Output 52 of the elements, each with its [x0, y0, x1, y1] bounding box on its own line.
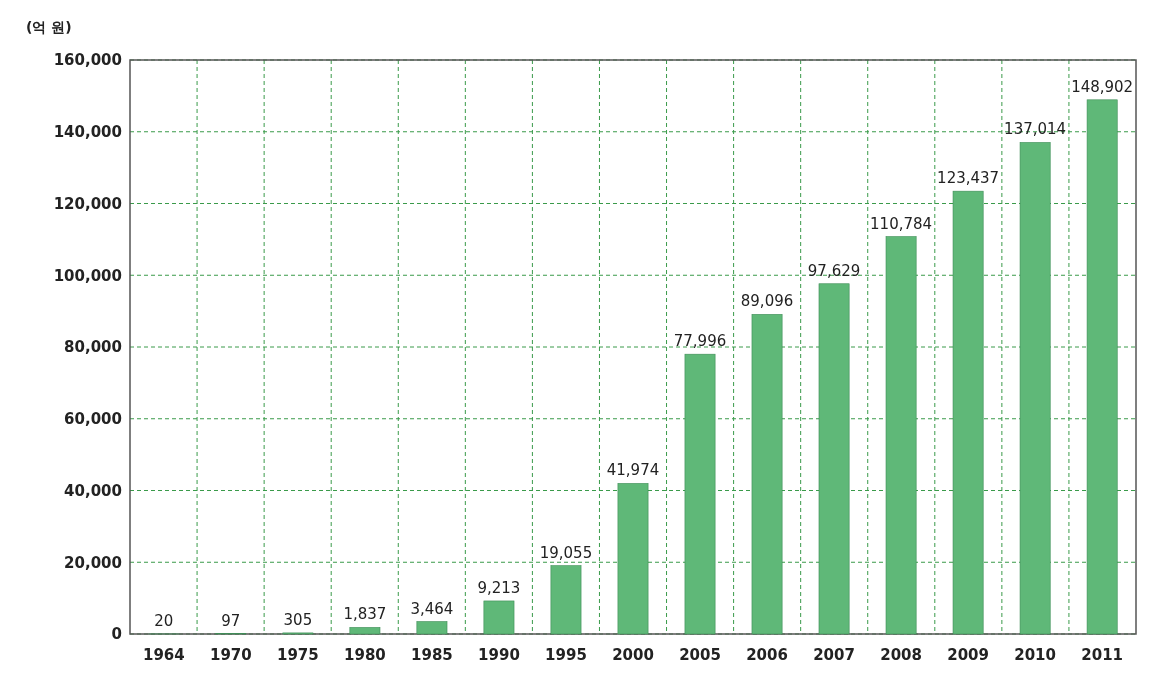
- data-label: 89,096: [740, 292, 794, 311]
- x-tick-label: 2000: [612, 646, 654, 664]
- x-tick-label: 2010: [1014, 646, 1057, 664]
- data-label: 19,055: [539, 543, 593, 562]
- data-label: 97: [221, 611, 241, 630]
- bar: [684, 353, 716, 635]
- y-tick-label: 140,000: [53, 123, 122, 141]
- data-label: 148,902: [1071, 77, 1134, 96]
- x-tick-label: 1995: [545, 646, 587, 664]
- bar: [952, 190, 984, 635]
- y-tick-label: 40,000: [64, 481, 122, 500]
- y-tick-label: 100,000: [53, 266, 122, 285]
- bar: [483, 600, 515, 635]
- data-label: 3,464: [410, 599, 454, 618]
- x-tick-label: 2009: [947, 646, 989, 664]
- data-label: 110,784: [870, 214, 933, 233]
- bar: [617, 483, 649, 635]
- bar: [818, 283, 850, 635]
- x-tick-label: 2008: [880, 646, 922, 664]
- x-tick-label: 1985: [411, 646, 453, 664]
- data-label: 20: [154, 611, 174, 630]
- bar: [1086, 99, 1118, 635]
- data-label: 305: [283, 610, 313, 629]
- bar: [885, 236, 917, 635]
- bar: [1019, 142, 1051, 635]
- y-axis-title: (억 원): [26, 19, 72, 35]
- x-tick-label: 1964: [142, 646, 185, 664]
- data-label: 1,837: [343, 605, 387, 624]
- data-label: 77,996: [673, 332, 727, 351]
- x-tick-label: 1970: [209, 646, 252, 664]
- y-tick-label: 60,000: [64, 410, 122, 428]
- x-tick-label: 1980: [344, 646, 386, 664]
- data-label: 137,014: [1004, 120, 1067, 139]
- x-tick-label: 2006: [746, 646, 788, 664]
- bar: [550, 565, 582, 635]
- x-tick-label: 2007: [813, 646, 855, 664]
- x-tick-label: 2005: [679, 646, 721, 664]
- data-label: 123,437: [937, 169, 1000, 188]
- y-tick-label: 20,000: [64, 553, 122, 572]
- x-tick-label: 2011: [1081, 646, 1124, 664]
- y-tick-label: 160,000: [53, 51, 122, 70]
- bar: [349, 627, 381, 635]
- x-tick-label: 1975: [277, 646, 319, 664]
- x-tick-label: 1990: [478, 646, 520, 664]
- data-label: 41,974: [606, 461, 660, 480]
- bar: [416, 621, 448, 635]
- data-label: 97,629: [807, 261, 861, 280]
- data-label: 9,213: [477, 578, 521, 597]
- y-tick-label: 80,000: [64, 338, 122, 357]
- bar: [751, 314, 783, 635]
- y-tick-label: 0: [111, 625, 122, 644]
- y-tick-label: 120,000: [53, 194, 122, 213]
